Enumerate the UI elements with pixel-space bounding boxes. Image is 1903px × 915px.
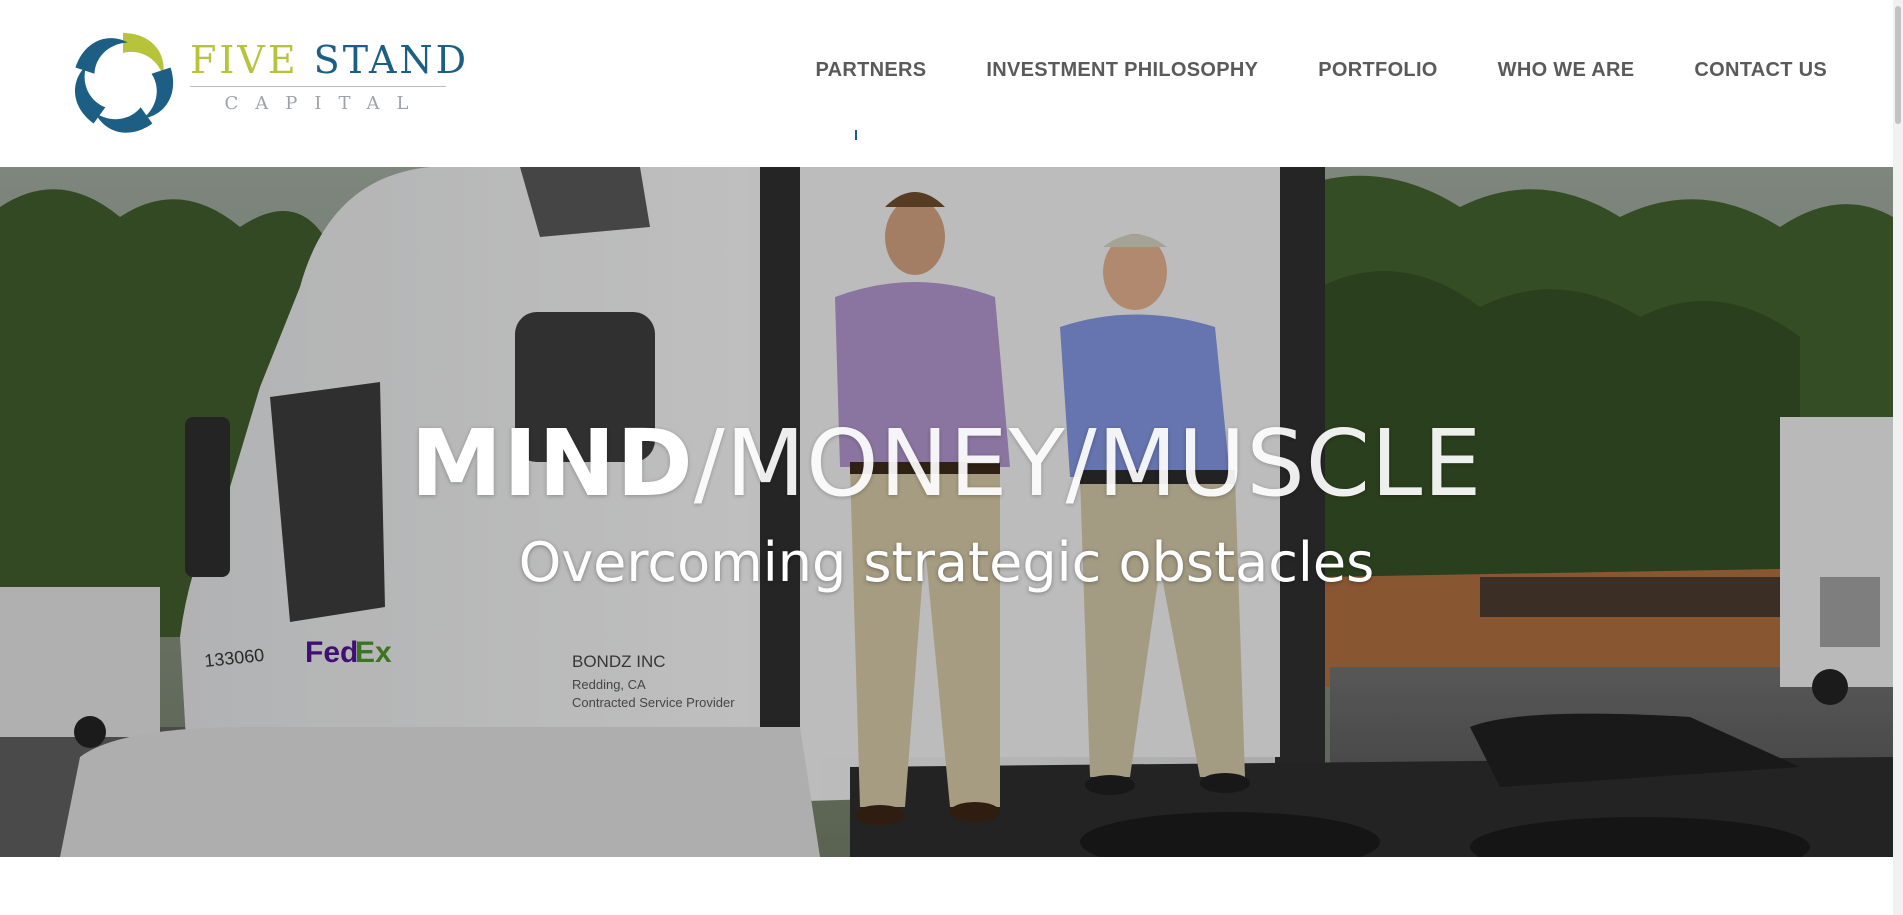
svg-text:Redding, CA: Redding, CA xyxy=(572,677,646,692)
site-header: FIVE STAND CAPITAL PARTNERS INVESTMENT P… xyxy=(0,0,1893,167)
hero-subtitle: Overcoming strategic obstacles xyxy=(518,531,1375,594)
svg-text:Ex: Ex xyxy=(355,636,392,669)
logo-name: FIVE STAND xyxy=(190,38,466,82)
page-scrollbar[interactable] xyxy=(1893,0,1903,915)
pinwheel-logo-icon xyxy=(75,33,174,133)
nav-active-marker xyxy=(855,130,857,140)
svg-text:Contracted Service Provider: Contracted Service Provider xyxy=(572,695,735,710)
svg-text:BONDZ INC: BONDZ INC xyxy=(572,652,666,671)
nav-who-we-are[interactable]: WHO WE ARE xyxy=(1497,59,1635,81)
nav-investment-philosophy[interactable]: INVESTMENT PHILOSOPHY xyxy=(986,59,1259,81)
hero-tagline-mind: MIND xyxy=(410,410,694,517)
logo-wordmark: FIVE STAND CAPITAL xyxy=(190,38,466,114)
nav-portfolio[interactable]: PORTFOLIO xyxy=(1318,59,1438,81)
hero-photo: Fed Ex 133060 BONDZ INC Redding, CA Cont… xyxy=(0,167,1893,857)
hero-tagline-rest: /MONEY/MUSCLE xyxy=(693,410,1483,517)
main-nav: PARTNERS INVESTMENT PHILOSOPHY PORTFOLIO… xyxy=(785,55,1827,86)
hero-banner: Fed Ex 133060 BONDZ INC Redding, CA Cont… xyxy=(0,167,1893,857)
hero-overlay xyxy=(0,167,1893,857)
scrollbar-thumb[interactable] xyxy=(1895,6,1901,124)
logo-name-part2: STAND xyxy=(313,38,470,82)
nav-partners[interactable]: PARTNERS xyxy=(815,59,927,81)
logo-link[interactable]: FIVE STAND CAPITAL xyxy=(66,26,466,140)
nav-contact-us[interactable]: CONTACT US xyxy=(1694,59,1827,81)
logo-divider xyxy=(190,86,446,87)
hero-text: MIND/MONEY/MUSCLE Overcoming strategic o… xyxy=(0,412,1893,598)
logo-subtitle: CAPITAL xyxy=(224,93,426,114)
logo-name-part1: FIVE xyxy=(190,38,299,82)
svg-text:Fed: Fed xyxy=(305,636,358,669)
hero-tagline: MIND/MONEY/MUSCLE xyxy=(0,412,1893,516)
